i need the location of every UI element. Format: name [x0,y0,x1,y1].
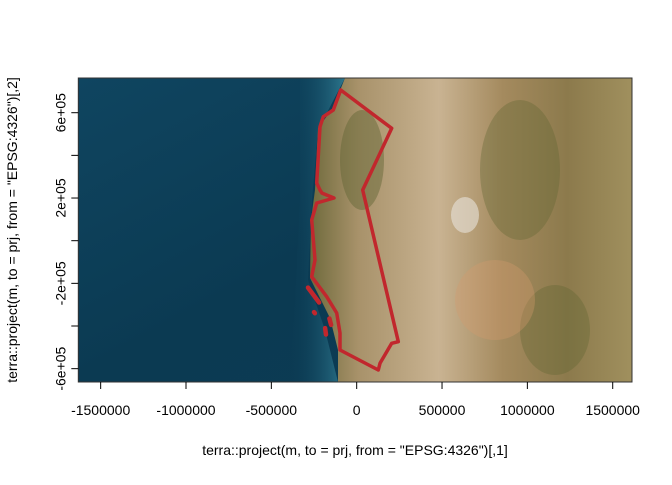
x-tick-label: 500000 [419,402,466,418]
satellite-raster [78,78,633,382]
y-tick-label: 2e+05 [52,178,68,218]
y-tick-label: -6e+05 [52,346,68,390]
island-line [311,309,318,316]
island-line [327,316,334,328]
y-axis-label: terra::project(m, to = prj, from = "EPSG… [4,77,20,383]
y-tick-label: 6e+05 [52,93,68,133]
x-axis: -1500000 -1000000 -500000 0 500000 1000000 150… [71,382,640,418]
x-tick-label: -500000 [246,402,298,418]
california-outline [305,88,401,372]
x-tick-label: 1500000 [585,402,640,418]
island-line [305,285,322,305]
x-tick-label: 1000000 [500,402,555,418]
x-tick-label: -1500000 [71,402,130,418]
y-tick-label: -2e+05 [52,261,68,305]
outline-line [309,88,401,372]
x-tick-label: 0 [353,402,361,418]
island-line [322,325,329,337]
plot-frame [77,77,633,383]
y-axis: -6e+05 -2e+05 2e+05 6e+05 [52,93,79,391]
x-axis-label: terra::project(m, to = prj, from = "EPSG… [202,442,508,458]
x-tick-label: -1000000 [156,402,215,418]
